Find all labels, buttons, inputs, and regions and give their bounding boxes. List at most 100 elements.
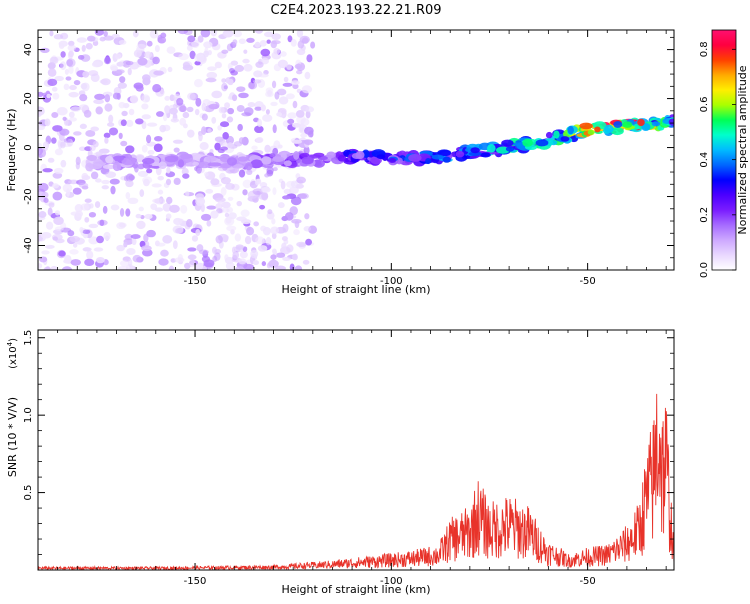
heatmap-noise-cell [195,197,206,206]
heatmap-noise-cell [166,166,171,174]
heatmap-noise-cell [206,71,218,79]
heatmap-noise-cell [83,109,92,118]
heatmap-ridge-cell [442,156,451,163]
heatmap-ridge-cell [579,122,593,130]
heatmap-noise-cell [296,176,306,184]
chart-title: C2E4.2023.193.22.21.R09 [270,3,441,18]
heatmap-ridge-cell [261,156,272,165]
colorbar-ticks: 0.0 0.2 0.4 0.6 0.8 [699,41,736,278]
heatmap-noise-cell [201,102,207,111]
heatmap-ridge-cell [180,153,193,159]
heatmap-noise-cell [186,218,193,228]
heatmap-noise-cell [85,42,93,50]
heatmap-noise-cell [201,126,207,135]
heatmap-noise-cell [271,218,276,225]
x-tick-label: -50 [579,276,595,287]
heatmap-noise-cell [270,40,277,49]
heatmap-noise-cell [267,209,273,215]
heatmap-ridge-cell [192,161,200,166]
heatmap-noise-cell [96,235,104,244]
heatmap-noise-cell [198,249,209,255]
heatmap-noise-cell [41,250,50,255]
heatmap-noise-cell [288,186,299,194]
heatmap-noise-cell [155,111,165,117]
heatmap-noise-cell [246,226,255,236]
heatmap-noise-cell [116,244,125,252]
heatmap-noise-cell [207,66,217,71]
heatmap-noise-cell [64,68,69,75]
snr-background [38,330,674,570]
snr-frame [37,329,675,571]
heatmap-noise-cell [144,213,153,220]
heatmap-noise-cell [151,183,162,188]
heatmap-noise-cell [187,247,197,252]
heatmap-noise-cell [271,232,277,240]
heatmap-noise-cell [72,243,78,248]
heatmap-ridge-cell [480,152,491,158]
heatmap-noise-cell [231,94,238,102]
heatmap-noise-cell [287,112,298,119]
heatmap-ridge-cell [105,155,114,164]
heatmap-noise-cell [254,106,263,111]
heatmap-noise-cell [227,196,234,201]
heatmap-noise-cell [114,53,122,60]
heatmap-noise-cell [166,196,173,205]
heatmap-noise-cell [178,53,189,61]
heatmap-noise-cell [273,47,281,55]
heatmap-noise-cell [227,107,235,115]
heatmap-noise-cell [146,168,153,174]
heatmap-noise-cell [176,97,184,106]
heatmap-ridge-cell [337,155,347,162]
heatmap-noise-cell [255,236,265,245]
heatmap-noise-cell [105,171,117,178]
heatmap-noise-cell [60,141,66,149]
heatmap-noise-cell [44,118,51,127]
heatmap-noise-cell [181,167,189,176]
heatmap-noise-cell [301,85,313,94]
heatmap-ridge-cell [293,151,300,160]
heatmap-noise-cell [310,41,316,49]
heatmap-noise-cell [104,94,111,103]
heatmap-noise-cell [270,254,277,260]
heatmap-noise-cell [144,51,153,59]
heatmap-noise-cell [175,227,184,234]
heatmap-noise-cell [131,238,137,246]
heatmap-noise-cell [62,266,72,270]
heatmap-noise-cell [278,96,289,105]
heatmap-ridge-cell [198,161,211,169]
heatmap-noise-cell [128,174,136,181]
heatmap-noise-cell [84,198,92,203]
heatmap-noise-cell [40,47,50,53]
heatmap-noise-cell [290,80,300,86]
heatmap-noise-cell [261,57,269,65]
x-tick-label: -150 [184,576,207,587]
heatmap-noise-cell [123,175,129,182]
heatmap-noise-cell [118,101,126,109]
heatmap-noise-cell [162,235,173,244]
heatmap-noise-cell [126,248,136,255]
heatmap-noise-cell [52,191,63,201]
heatmap-noise-cell [104,137,109,144]
heatmap-noise-cell [307,130,314,138]
heatmap-noise-cell [205,188,214,194]
heatmap-noise-cell [109,178,120,185]
heatmap-noise-cell [110,65,118,72]
heatmap-noise-cell [302,259,310,265]
heatmap-noise-cell [201,266,208,270]
heatmap-ridge-cell [668,118,674,126]
snr-y-axis-label: SNR (10 * V/V) [6,397,19,477]
heatmap-noise-cell [255,61,264,68]
heatmap-noise-cell [236,86,246,92]
heatmap-noise-cell [111,33,120,39]
heatmap-noise-cell [212,246,217,254]
colorbar-tick-label: 0.8 [699,41,710,57]
heatmap-noise-cell [187,92,196,101]
heatmap-noise-cell [50,265,58,270]
heatmap-noise-cell [90,126,99,132]
heatmap-noise-cell [271,33,281,41]
heatmap-ridge-cell [207,162,222,167]
heatmap-ridge-cell [560,136,570,142]
heatmap-noise-cell [45,244,55,249]
heatmap-noise-cell [128,108,135,116]
heatmap-noise-cell [172,139,183,144]
